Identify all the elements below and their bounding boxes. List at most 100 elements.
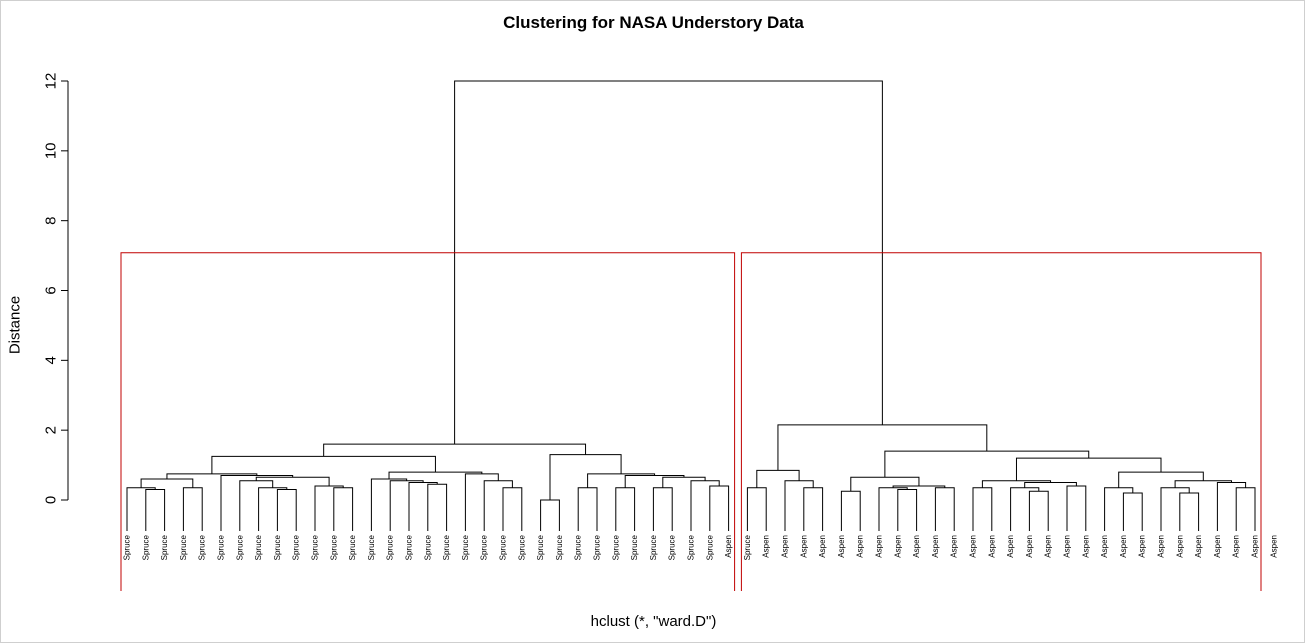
dendrogram-merge <box>981 480 1052 488</box>
leaf-label: Aspen <box>1138 535 1147 558</box>
leaf-label: Aspen <box>1175 535 1184 558</box>
leaf-label: Spruce <box>461 534 470 560</box>
leaf-label: Spruce <box>555 534 564 560</box>
dendrogram-merge <box>408 482 438 531</box>
y-tick-label: 6 <box>43 286 60 294</box>
dendrogram-merge <box>803 487 824 531</box>
leaf-label: Aspen <box>1100 535 1109 558</box>
dendrogram-merge <box>1104 487 1134 531</box>
leaf-label: Spruce <box>743 534 752 560</box>
leaf-label: Spruce <box>593 534 602 560</box>
leaf-label: Spruce <box>311 534 320 560</box>
leaf-label: Aspen <box>912 535 921 558</box>
dendrogram-merge <box>615 487 636 531</box>
dendrogram-merge <box>211 455 436 474</box>
dendrogram-merge <box>746 487 767 531</box>
leaf-label: Spruce <box>254 534 263 560</box>
leaf-label: Spruce <box>574 534 583 560</box>
dendrogram-merge <box>1160 487 1190 531</box>
leaf-label: Spruce <box>123 534 132 560</box>
dendrogram-merge <box>1028 490 1049 531</box>
dendrogram-merge <box>777 424 988 471</box>
leaf-label: Aspen <box>931 535 940 558</box>
dendrogram-merge <box>1179 492 1200 531</box>
dendrogram-merge <box>1010 487 1040 531</box>
y-tick-label: 0 <box>43 496 60 504</box>
leaf-label: Aspen <box>1006 535 1015 558</box>
leaf-label: Aspen <box>950 535 959 558</box>
leaf-label: Aspen <box>837 535 846 558</box>
leaf-label: Spruce <box>442 534 451 560</box>
leaf-label: Aspen <box>762 535 771 558</box>
dendrogram-merge <box>549 454 622 500</box>
dendrogram-merge <box>126 487 156 531</box>
leaf-label: Spruce <box>405 534 414 560</box>
dendrogram-merge <box>897 489 918 531</box>
leaf-label: Spruce <box>630 534 639 560</box>
leaf-label: Spruce <box>386 534 395 560</box>
leaf-label: Spruce <box>198 534 207 560</box>
dendrogram-merge <box>540 499 560 531</box>
leaf-label: Aspen <box>1213 535 1222 558</box>
dendrogram-merge <box>840 490 861 531</box>
dendrogram-merge <box>577 487 598 531</box>
leaf-label: Aspen <box>1251 535 1260 558</box>
dendrogram-merge <box>709 485 730 531</box>
dendrogram-merge <box>1066 485 1087 531</box>
y-tick-label: 4 <box>43 356 60 364</box>
leaf-label: Spruce <box>348 534 357 560</box>
leaf-label: Aspen <box>987 535 996 558</box>
dendrogram-merge <box>220 475 294 531</box>
dendrogram-merge <box>483 480 513 531</box>
leaf-label: Aspen <box>781 535 790 558</box>
leaf-label: Aspen <box>856 535 865 558</box>
leaf-label: Aspen <box>1044 535 1053 558</box>
dendrogram-merge <box>388 471 483 480</box>
leaf-label: Spruce <box>668 534 677 560</box>
leaf-label: Spruce <box>141 534 150 560</box>
leaf-label: Spruce <box>687 534 696 560</box>
dendrogram-merge <box>427 483 448 531</box>
leaf-label: Spruce <box>536 534 545 560</box>
dendrogram-merge <box>454 80 883 445</box>
dendrogram-merge <box>276 489 297 531</box>
leaf-label: Spruce <box>160 534 169 560</box>
dendrogram-merge <box>934 487 955 531</box>
leaf-label: Spruce <box>423 534 432 560</box>
dendrogram-merge <box>1216 482 1247 531</box>
leaf-label: Aspen <box>799 535 808 558</box>
leaf-label: Aspen <box>724 535 733 558</box>
leaf-label: Aspen <box>818 535 827 558</box>
dendrogram-merge <box>389 480 424 531</box>
leaf-label: Aspen <box>1063 535 1072 558</box>
leaf-label: Aspen <box>1194 535 1203 558</box>
leaf-label: Aspen <box>893 535 902 558</box>
dendrogram-merge <box>1015 457 1162 481</box>
dendrogram-merge <box>1235 487 1256 531</box>
dendrogram-merge <box>756 469 800 488</box>
cluster-box <box>740 252 1262 591</box>
leaf-label: Spruce <box>235 534 244 560</box>
leaf-label: Spruce <box>367 534 376 560</box>
x-axis-label: hclust (*, "ward.D") <box>590 613 717 630</box>
dendrogram-merge <box>182 487 203 531</box>
dendrogram-merge <box>333 487 354 531</box>
leaf-label: Spruce <box>273 534 282 560</box>
dendrogram-merge <box>370 478 408 531</box>
leaf-label: Spruce <box>517 534 526 560</box>
dendrogram-merge <box>145 489 166 531</box>
dendrogram-merge <box>140 478 194 488</box>
leaf-label: Spruce <box>179 534 188 560</box>
dendrogram-merge <box>1122 492 1143 531</box>
leaf-label: Aspen <box>1269 535 1278 558</box>
dendrogram-merge <box>878 487 908 531</box>
y-tick-label: 8 <box>43 216 60 224</box>
dendrogram-merge <box>255 476 330 487</box>
leaf-label: Spruce <box>705 534 714 560</box>
leaf-label: Aspen <box>1081 535 1090 558</box>
leaf-label: Spruce <box>480 534 489 560</box>
y-tick-label: 10 <box>43 142 60 159</box>
leaf-label: Aspen <box>1119 535 1128 558</box>
chart-title: Clustering for NASA Understory Data <box>503 13 804 32</box>
